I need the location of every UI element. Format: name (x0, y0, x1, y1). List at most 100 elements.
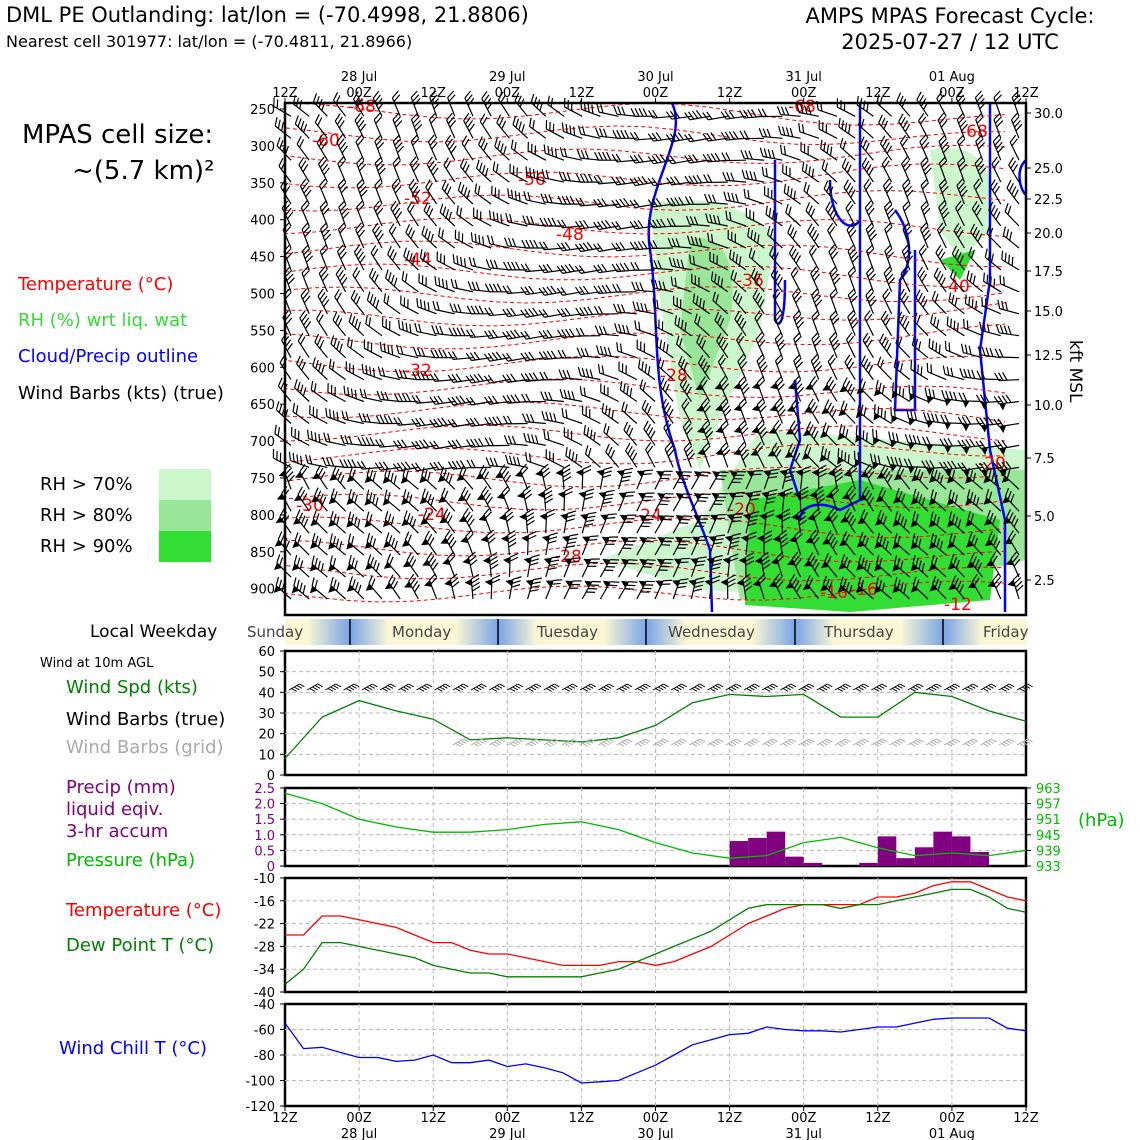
wind-barb (654, 317, 674, 337)
wind-barb (787, 224, 802, 249)
grid-wind-barb (634, 738, 651, 747)
wind-barb (650, 279, 674, 293)
forecast-cycle-label: AMPS MPAS Forecast Cycle: (805, 4, 1095, 28)
wind-barb (557, 486, 574, 512)
wind-barb (383, 293, 401, 315)
pressure-label: Pressure (hPa) (66, 850, 196, 871)
top-time-tick: 00Z (643, 86, 669, 101)
wind-barb (756, 353, 768, 380)
wind-barb (901, 244, 914, 271)
wind-barb (944, 340, 965, 359)
wind-barb (723, 191, 747, 205)
pressure-tick-label: 963 (1036, 782, 1061, 797)
wind-barb (328, 576, 347, 600)
wind-barb (766, 225, 783, 249)
wind-barb (465, 351, 492, 362)
wind-barb (920, 178, 930, 205)
wind-barb (347, 337, 365, 359)
wind-barb (482, 551, 499, 578)
wind-barb (906, 409, 929, 426)
wind-barb (965, 489, 983, 512)
legend-rh70: RH > 70% (40, 474, 133, 495)
wind-barb (933, 267, 947, 293)
precip-bar (766, 831, 786, 866)
rh70-swatch (159, 469, 211, 500)
wind-barb (863, 178, 874, 205)
wind-barb (350, 289, 365, 315)
wind-barb (722, 171, 747, 183)
wind-barb (803, 181, 820, 205)
wind-barb (908, 384, 929, 403)
wind-barb (736, 332, 747, 358)
wind-barb (345, 361, 365, 381)
wind-barb (1001, 250, 1020, 271)
wind-barb (747, 227, 765, 249)
bottom-time-tick: 12Z (420, 1111, 446, 1126)
wind-barb (782, 164, 801, 183)
wind-barb (487, 235, 510, 249)
wind-barb (903, 458, 929, 474)
wind-barb (358, 412, 383, 425)
wind-barb (770, 551, 785, 578)
wind-barb (488, 210, 510, 227)
pressure-tick-label: 600 (250, 361, 275, 376)
wind-barb (392, 156, 401, 183)
wind-barb (365, 554, 383, 578)
wind-barb (340, 434, 364, 446)
wind-barb (754, 551, 771, 578)
grid-wind-barb (871, 738, 888, 747)
wind-barb (841, 485, 857, 512)
wind-barb (665, 132, 692, 143)
wind-barb (919, 222, 932, 249)
rh90-swatch (159, 531, 211, 562)
wind-barb (963, 318, 983, 337)
cloud-outline (773, 160, 787, 325)
wind-barb (619, 381, 638, 402)
wind-barb (521, 530, 537, 556)
wind-barb (876, 464, 893, 490)
wind-barb (910, 533, 929, 556)
grid-wind-barb (561, 738, 578, 747)
wind-barb (539, 371, 565, 381)
wind-barb (301, 244, 314, 271)
wind-barb (654, 558, 674, 578)
wind-barb (647, 132, 674, 142)
surface-wind-barb (416, 683, 433, 692)
temperature-contour-label: -68 (960, 122, 988, 142)
top-time-tick: 12Z (272, 86, 298, 101)
bottom-time-tick: 12Z (865, 1111, 891, 1126)
wind-barb (672, 557, 691, 578)
windchill-line (284, 1017, 1027, 1084)
wind-barb (730, 269, 747, 293)
wind-barb (838, 400, 856, 424)
wind-barb (686, 235, 710, 249)
wind-barb (684, 196, 710, 206)
temperature-contour-label: -36 (736, 271, 764, 291)
cloud-outline (798, 103, 862, 521)
wind-barb (953, 222, 965, 249)
wind-barb (761, 166, 783, 183)
surface-wind-barb (543, 683, 560, 692)
surface-wind-barb (470, 683, 487, 692)
wind-barb (727, 471, 747, 490)
wind-barb (740, 531, 757, 556)
wind-barb (791, 507, 807, 534)
wind-barb (1002, 487, 1020, 512)
wind-barb (827, 222, 838, 249)
wind-barb (773, 310, 784, 336)
wind-barb (496, 485, 511, 512)
wind-barb (837, 576, 856, 600)
wind-barb (750, 268, 765, 293)
surface-wind-barb (925, 683, 942, 692)
temperature-tick-label: -28 (254, 940, 275, 955)
wind-barb (581, 535, 599, 556)
wind-barb (346, 466, 365, 490)
wind-barb (316, 135, 328, 161)
wind-barb (779, 467, 796, 490)
wind-barb (467, 281, 492, 293)
pressure-unit: (hPa) (1078, 810, 1125, 831)
wind-barb (578, 488, 595, 512)
weekday-sunday: Sunday (247, 623, 304, 641)
wind-barb (502, 373, 528, 383)
wind-barb (820, 139, 838, 161)
